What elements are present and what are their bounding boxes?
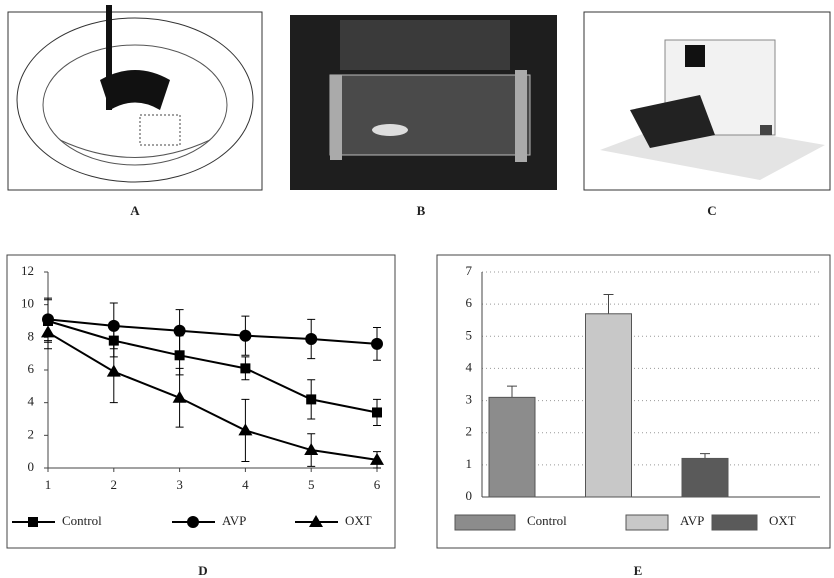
- y-tick-label: 4: [28, 394, 35, 409]
- y-tick-label: 12: [21, 263, 34, 278]
- marker: [174, 325, 186, 337]
- panel-label: D: [198, 563, 207, 578]
- y-tick-label: 10: [21, 296, 34, 311]
- panel-label: C: [707, 203, 716, 218]
- legend-marker: [28, 517, 38, 527]
- bar: [682, 458, 728, 497]
- figure: A B C D E 024681012123456ControlAVPOXT01…: [0, 0, 834, 578]
- x-tick-label: 6: [374, 477, 381, 492]
- y-tick-label: 2: [28, 426, 35, 441]
- marker: [371, 338, 383, 350]
- legend-swatch: [712, 515, 757, 530]
- legend-label: Control: [527, 513, 567, 528]
- legend-label: AVP: [222, 513, 246, 528]
- marker: [239, 330, 251, 342]
- x-tick-label: 5: [308, 477, 315, 492]
- x-tick-label: 3: [176, 477, 183, 492]
- x-tick-label: 4: [242, 477, 249, 492]
- y-tick-label: 1: [466, 456, 473, 471]
- marker: [240, 363, 250, 373]
- marker: [372, 407, 382, 417]
- legend-marker: [187, 516, 199, 528]
- legend-label: OXT: [769, 513, 796, 528]
- panel-label: B: [417, 203, 426, 218]
- panel-frame: [7, 255, 395, 548]
- marker: [41, 325, 55, 337]
- y-tick-label: 4: [466, 359, 473, 374]
- panel-label: E: [634, 563, 643, 578]
- error-bar: [604, 295, 614, 314]
- y-tick-label: 6: [28, 361, 35, 376]
- series-line: [48, 332, 377, 459]
- photo-a: [8, 5, 262, 190]
- marker: [305, 333, 317, 345]
- legend-label: AVP: [680, 513, 704, 528]
- legend-label: OXT: [345, 513, 372, 528]
- x-tick-label: 2: [111, 477, 118, 492]
- error-bar: [507, 386, 517, 397]
- marker: [306, 394, 316, 404]
- y-tick-label: 5: [466, 327, 473, 342]
- series-line: [48, 319, 377, 344]
- bar: [586, 314, 632, 497]
- error-bar: [700, 454, 710, 459]
- marker: [238, 423, 252, 435]
- y-tick-label: 2: [466, 424, 473, 439]
- series-line: [48, 321, 377, 412]
- legend-swatch: [626, 515, 668, 530]
- y-tick-label: 0: [466, 488, 473, 503]
- photo-c: [584, 12, 830, 190]
- legend-label: Control: [62, 513, 102, 528]
- photo-b: [290, 15, 557, 190]
- marker: [108, 320, 120, 332]
- y-tick-label: 6: [466, 295, 473, 310]
- y-tick-label: 8: [28, 328, 35, 343]
- y-tick-label: 0: [28, 459, 35, 474]
- y-tick-label: 7: [466, 263, 473, 278]
- x-tick-label: 1: [45, 477, 52, 492]
- marker: [107, 365, 121, 377]
- y-tick-label: 3: [466, 392, 473, 407]
- panel-label: A: [130, 203, 140, 218]
- bar: [489, 397, 535, 497]
- legend-swatch: [455, 515, 515, 530]
